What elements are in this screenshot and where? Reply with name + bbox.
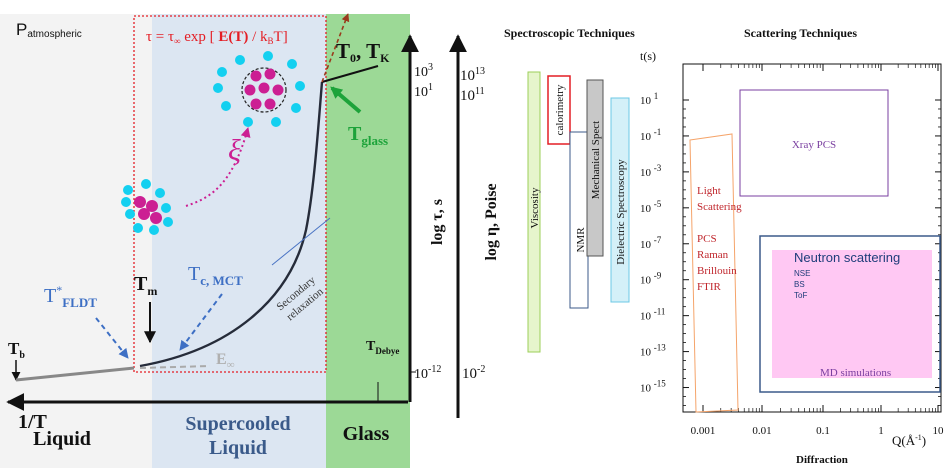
glass-region: [326, 14, 410, 468]
log-eta-label: log η, Poise: [483, 183, 500, 260]
mechanical-label: Mechanical Spect: [590, 121, 602, 200]
ts-label: t(s): [640, 49, 656, 63]
viscosity-bar: [527, 71, 541, 353]
viscosity-label: Viscosity: [529, 187, 541, 228]
y-tick-label: 10 -5: [640, 199, 662, 215]
xray-label: Xray PCS: [792, 139, 836, 151]
relaxation-curve: [139, 81, 324, 368]
tglass-label: Tglass: [348, 123, 388, 148]
einf-dashed: [139, 365, 211, 369]
light-scattering-box: [689, 133, 739, 413]
tau-tick-1e3: 103: [414, 62, 433, 80]
svg-text:Scattering: Scattering: [697, 201, 742, 213]
mechanical-bar: [586, 79, 604, 257]
tau-tick-1e1: 101: [414, 82, 433, 100]
svg-text:FTIR: FTIR: [697, 281, 722, 293]
y-tick-label: 10 -7: [640, 235, 662, 251]
tc-mct-label: Tc, MCT: [188, 263, 243, 288]
tm-label: Tm: [134, 273, 157, 298]
vft-equation: τ = τ∞ exp [ E(T) / kBT]: [146, 29, 288, 46]
dielectric-label: Dielectric Spectroscopy: [615, 159, 627, 265]
x-tick-labels: 0.001 0.01 0.1 1 10: [691, 425, 944, 437]
log-tau-label: log τ, s: [429, 199, 446, 245]
svg-text:NSE: NSE: [794, 269, 810, 278]
right-diagram: Spectroscopic Techniques Scattering Tech…: [504, 26, 944, 466]
y-tick-label: 10 -11: [640, 307, 665, 323]
t-fldt-label: T*FLDT: [44, 283, 97, 310]
x-tick-label: 0.001: [691, 425, 716, 437]
y-tick-labels: 10 1 10 -1 10 -3 10 -5 10 -7 10 -9 10 -11 10 -1…: [640, 91, 666, 395]
secondary-line: [271, 217, 331, 266]
svg-text:BS: BS: [794, 280, 805, 289]
y-tick-label: 10 -9: [640, 271, 662, 287]
tdebye-label: TDebye: [366, 339, 399, 356]
inv-t-label: 1/T: [18, 411, 48, 433]
spectroscopic-title: Spectroscopic Techniques: [504, 26, 635, 40]
calorimetry-label: calorimetry: [554, 84, 566, 135]
small-cluster-icon: [121, 179, 173, 235]
x-tick-label: 0.01: [752, 425, 771, 437]
scattering-title: Scattering Techniques: [744, 26, 857, 40]
glass-label: Glass: [343, 423, 390, 445]
tglass-arrow: [330, 86, 362, 114]
x-axis-ticks: [702, 64, 939, 412]
svg-text:ToF: ToF: [794, 291, 807, 300]
t0-tk-arrow: [321, 13, 350, 83]
supercooled-label: Supercooled Liquid: [185, 413, 290, 459]
x-tick-label: 10: [933, 425, 945, 437]
liquid-line: [15, 366, 135, 382]
large-cluster-icon: [213, 51, 305, 127]
neutron-box: [759, 235, 941, 393]
y-tick-label: 10 -1: [640, 127, 661, 143]
diffraction-label: Diffraction: [796, 454, 848, 466]
t0-tk-label: T0, TK: [336, 39, 390, 65]
svg-text:Light: Light: [697, 185, 721, 197]
xi-arrow: [185, 127, 251, 207]
x-tick-label: 1: [878, 425, 884, 437]
x-tick-label: 0.1: [816, 425, 830, 437]
einf-label: E∞: [216, 351, 235, 371]
glass-line: [321, 65, 379, 83]
eta-tick-1e13: 1013: [460, 66, 485, 84]
light-scattering-labels: Light Scattering PCS Raman Brillouin FTI…: [697, 185, 742, 293]
eta-tick-1em2: 10-2: [462, 364, 485, 382]
y-tick-label: 10 1: [640, 91, 658, 107]
eta-tick-1e11: 1011: [460, 86, 485, 104]
y-tick-label: 10 -15: [640, 379, 666, 395]
xi-symbol: ξ: [228, 134, 241, 167]
xray-box: [739, 89, 889, 197]
p-atmospheric-label: Patmospheric: [16, 20, 82, 40]
md-simulations-label: MD simulations: [820, 367, 891, 379]
tc-arrow: [179, 293, 223, 351]
svg-text:Raman: Raman: [697, 249, 729, 261]
liquid-label: Liquid: [33, 428, 91, 450]
q-axis-label: Q(Å-1): [892, 433, 926, 448]
left-diagram: Patmospheric τ = τ∞ exp [ E(T) / kBT] T0…: [0, 13, 500, 468]
tau-tick-1em12: 10-12: [414, 364, 441, 382]
neutron-items: NSE BS ToF: [794, 269, 810, 300]
svg-text:Brillouin: Brillouin: [697, 265, 737, 277]
y-tick-label: 10 -13: [640, 343, 666, 359]
nmr-label: NMR: [575, 227, 587, 253]
tb-label: Tb: [8, 339, 25, 361]
equation-box: [133, 15, 327, 373]
calorimetry-box: [547, 75, 571, 145]
liquid-region: [0, 14, 152, 468]
svg-text:PCS: PCS: [697, 233, 717, 245]
md-simulations-area: [772, 250, 932, 378]
scattering-plot-frame: [682, 63, 942, 413]
y-tick-label: 10 -3: [640, 163, 662, 179]
dielectric-bar: [610, 97, 630, 303]
nmr-bar: [569, 131, 589, 309]
neutron-title: Neutron scattering: [794, 250, 900, 265]
